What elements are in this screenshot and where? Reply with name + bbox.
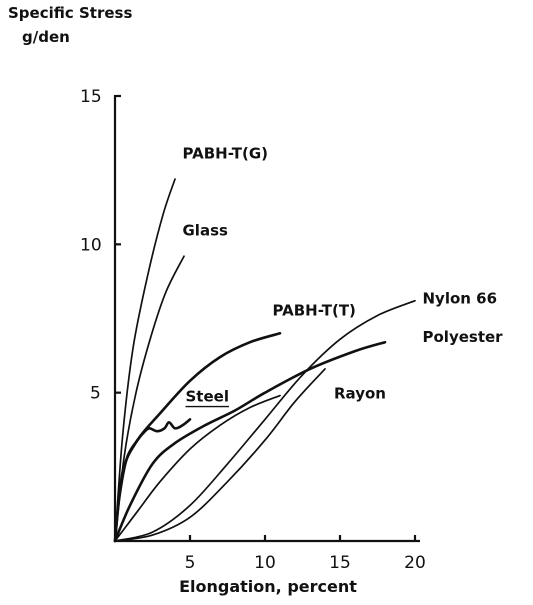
y-tick-label: 10 [80,235,102,255]
curve-label-nylon-66: Nylon 66 [423,290,498,308]
y-tick-label: 15 [80,87,102,107]
curve-label-polyester: Polyester [423,328,504,346]
series-line-rayon [114,394,281,542]
x-tick-label: 20 [404,553,426,573]
curve-label-steel: Steel [186,388,229,406]
x-tick-label: 5 [185,553,196,573]
curve-label-glass: Glass [183,221,229,239]
curve-label-pabh-t-g: PABH-T(G) [183,144,269,162]
series-line-unlabelled-7 [114,368,326,542]
x-tick-label: 10 [254,553,276,573]
series-line-nylon-66 [114,299,416,542]
series-line-steel [113,418,192,543]
series-curves [113,178,416,543]
series-line-pabh-t-g [114,178,176,542]
y-tick-group: 5 10 15 [80,87,121,404]
y-axis-label-line1: Specific Stress [8,4,132,22]
series-line-polyester [113,340,387,543]
y-axis-label-line2: g/den [22,28,70,46]
curve-labels: PABH-T(G) Glass PABH-T(T) Steel Rayon Nylon 6… [183,144,504,408]
x-tick-group: 5 10 15 20 [185,535,426,573]
curve-label-pabh-t-t: PABH-T(T) [273,302,356,320]
y-tick-label: 5 [90,384,101,404]
curve-label-rayon: Rayon [334,385,386,403]
x-tick-label: 15 [329,553,351,573]
x-axis-label: Elongation, percent [179,577,357,596]
